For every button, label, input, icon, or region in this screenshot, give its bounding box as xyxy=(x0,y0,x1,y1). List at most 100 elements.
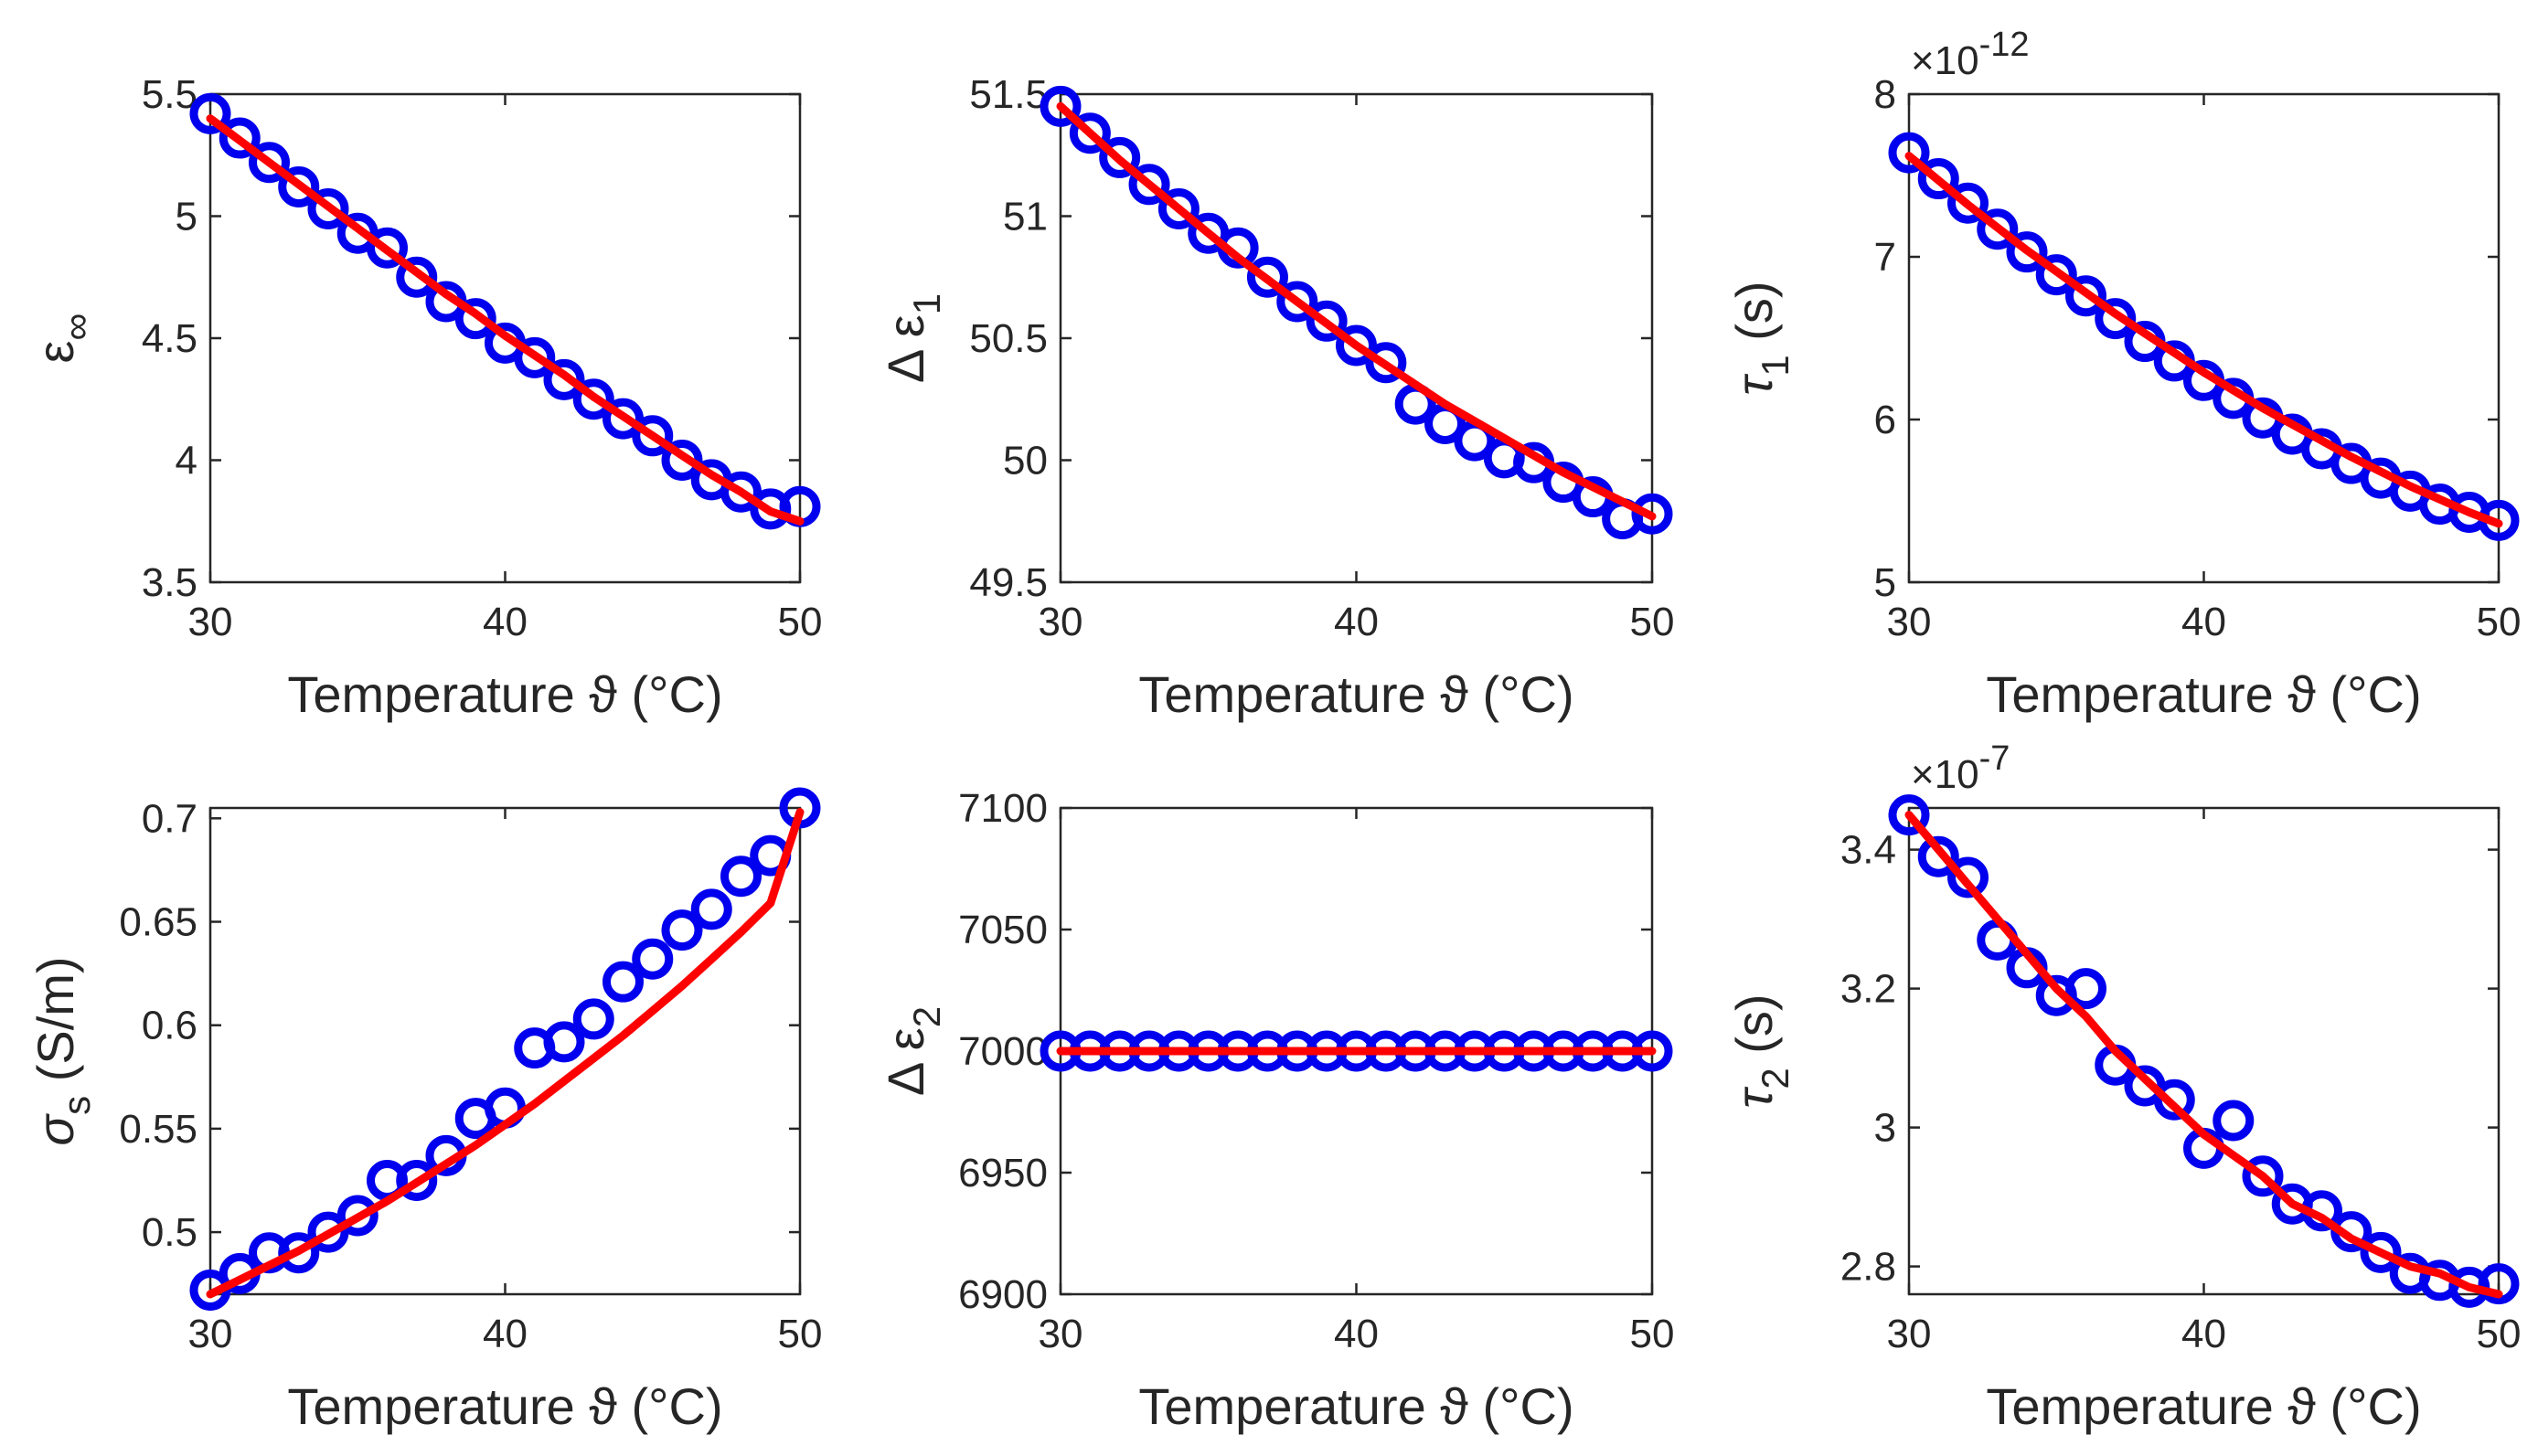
data-point xyxy=(219,117,261,159)
data-point xyxy=(2242,1155,2284,1197)
x-tick-label: 30 xyxy=(1039,1312,1083,1356)
y-axis-label-part: τ xyxy=(1725,374,1783,396)
x-tick-label: 50 xyxy=(2477,600,2522,644)
data-point xyxy=(2065,275,2106,317)
data-point xyxy=(1336,324,1377,367)
x-tick-label: 40 xyxy=(483,1312,528,1356)
x-tick-label: 40 xyxy=(483,600,528,644)
y-axis-label-part: τ xyxy=(1725,1087,1783,1109)
data-point xyxy=(1099,136,1141,178)
axes-box xyxy=(208,806,802,1296)
data-point xyxy=(2360,1231,2402,1273)
panel-6: 30 40 50 2.8 3 3.2 3.4 ×10-7 Temperature ϑ (°C) τ… xyxy=(1725,739,2521,1435)
y-tick-label: 7100 xyxy=(958,786,1048,831)
data-point xyxy=(1631,493,1673,535)
x-tick-label: 40 xyxy=(1334,600,1379,644)
data-point xyxy=(1306,300,1348,342)
y-tick-label: 0.7 xyxy=(142,796,197,841)
data-point xyxy=(572,998,614,1040)
axes-box xyxy=(1907,806,2501,1296)
data-point xyxy=(1276,281,1318,323)
data-point xyxy=(1040,85,1082,127)
data-point xyxy=(2213,1100,2255,1142)
data-point xyxy=(336,1195,379,1237)
series-line-fit xyxy=(206,808,805,1299)
y-tick-label: 0.65 xyxy=(119,900,197,945)
data-point xyxy=(603,961,644,1003)
data-point xyxy=(632,938,674,980)
y-axis-label-part: (s) xyxy=(1725,281,1783,355)
x-tick-label: 40 xyxy=(1334,1312,1379,1356)
data-point xyxy=(1128,164,1170,206)
x-tick-label: 40 xyxy=(2181,600,2226,644)
y-tick-label: 5 xyxy=(1874,560,1896,605)
data-point xyxy=(1069,112,1111,154)
y-axis-label-subscript: 1 xyxy=(1754,355,1797,376)
y-tick-label: 6900 xyxy=(958,1272,1048,1317)
data-point xyxy=(1246,256,1288,298)
series-line-fit xyxy=(1056,101,1657,521)
panel-5: 30 40 50 6900 6950 7000 7050 7100 Temperature ϑ … xyxy=(877,786,1674,1435)
series-measured xyxy=(189,92,821,530)
y-tick-label: 4 xyxy=(176,439,197,484)
exponent-power: -7 xyxy=(1979,739,2010,778)
data-point xyxy=(278,165,320,207)
y-axis-label-subscript: s xyxy=(55,1096,98,1115)
data-point xyxy=(514,336,556,378)
x-tick-label: 50 xyxy=(1630,600,1675,644)
y-tick-label: 51 xyxy=(1003,195,1048,239)
data-point xyxy=(1917,835,1959,877)
y-tick-label: 3.4 xyxy=(1840,828,1896,873)
data-point xyxy=(307,187,349,229)
x-axis-label: Temperature ϑ (°C) xyxy=(1138,665,1573,723)
y-tick-label: 4.5 xyxy=(142,316,197,361)
y-axis-label-subscript: 2 xyxy=(905,1006,948,1027)
series-measured xyxy=(1888,794,2520,1308)
data-point xyxy=(661,909,703,951)
x-axis-label: Temperature ϑ (°C) xyxy=(287,1377,722,1435)
y-tick-label: 50 xyxy=(1003,439,1048,484)
series-measured xyxy=(1040,85,1673,540)
data-point xyxy=(278,1232,320,1274)
y-axis-label-subscript: 2 xyxy=(1754,1068,1797,1089)
data-point xyxy=(720,471,762,513)
panel-2: 30 40 50 49.5 50 50.5 51 51.5 Temperature ϑ (°C)… xyxy=(877,72,1674,723)
y-axis-label-part: Δ ε xyxy=(877,314,934,383)
y-tick-label: 3.5 xyxy=(142,560,197,605)
x-axis-label: Temperature ϑ (°C) xyxy=(1986,1377,2421,1435)
x-tick-label: 30 xyxy=(1887,600,1932,644)
y-tick-label: 49.5 xyxy=(969,560,1048,605)
data-point xyxy=(2095,298,2137,340)
panel-3: 30 40 50 5 6 7 8 ×10-12 Temperature ϑ (°C) τ1 (s) xyxy=(1725,26,2521,723)
data-point xyxy=(720,856,762,898)
y-tick-label: 3.2 xyxy=(1840,967,1896,1012)
x-tick-label: 30 xyxy=(188,600,233,644)
data-point xyxy=(189,92,231,134)
data-point xyxy=(1917,158,1959,200)
data-point xyxy=(632,415,674,457)
x-tick-label: 50 xyxy=(778,1312,823,1356)
series-line-fit xyxy=(1904,152,2503,528)
y-tick-label: 7 xyxy=(1874,235,1896,280)
data-point xyxy=(1977,208,2019,250)
series-line-fit xyxy=(206,114,805,526)
y-tick-label: 51.5 xyxy=(969,72,1048,117)
x-tick-label: 40 xyxy=(2181,1312,2226,1356)
y-tick-label: 5.5 xyxy=(142,72,197,117)
x-tick-label: 30 xyxy=(188,1312,233,1356)
data-point xyxy=(454,298,496,340)
data-point xyxy=(307,1211,349,1253)
data-point xyxy=(2006,231,2048,273)
x-tick-label: 50 xyxy=(778,600,823,644)
y-tick-label: 6950 xyxy=(958,1151,1048,1196)
exponent-base: ×10 xyxy=(1911,38,1979,83)
x-axis-label: Temperature ϑ (°C) xyxy=(1138,1377,1573,1435)
data-point xyxy=(2035,254,2077,296)
y-axis-label: τ2 (s) xyxy=(1725,994,1797,1108)
x-axis-label: Temperature ϑ (°C) xyxy=(287,665,722,723)
y-tick-label: 50.5 xyxy=(969,316,1048,361)
y-tick-label: 7050 xyxy=(958,908,1048,952)
data-point xyxy=(1888,132,1930,174)
y-tick-label: 6 xyxy=(1874,398,1896,442)
